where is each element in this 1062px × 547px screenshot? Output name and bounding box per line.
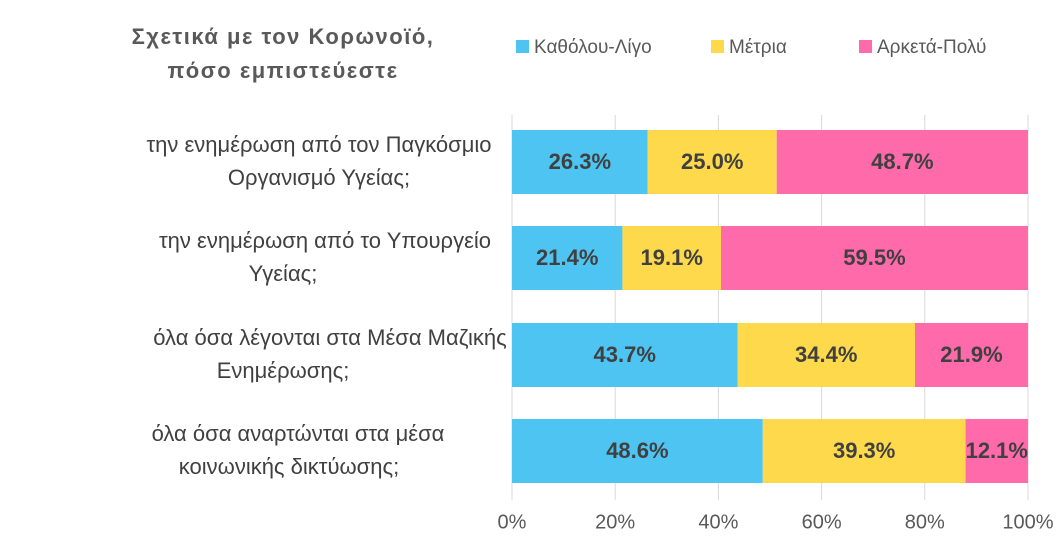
x-tick-label: 80% [905, 511, 945, 533]
legend-swatch [711, 40, 724, 53]
data-label: 21.9% [940, 342, 1002, 367]
category-label: Ενημέρωσης; [217, 358, 350, 383]
data-label: 48.7% [871, 149, 933, 174]
x-tick-label: 40% [698, 511, 738, 533]
legend-label: Καθόλου-Λίγο [534, 37, 652, 58]
bar-segment [512, 130, 648, 194]
data-label: 59.5% [843, 245, 905, 270]
data-label: 48.6% [606, 438, 668, 463]
bar-segment [512, 323, 738, 387]
legend-label: Αρκετά-Πολύ [877, 37, 986, 58]
bar-segment [762, 419, 966, 483]
bar-segment [737, 323, 915, 387]
bar-segment [965, 419, 1028, 483]
data-label: 12.1% [966, 438, 1028, 463]
x-tick-label: 20% [595, 511, 635, 533]
legend-swatch [859, 40, 872, 53]
data-label: 21.4% [536, 245, 598, 270]
data-label: 34.4% [795, 342, 857, 367]
x-tick-label: 100% [1002, 511, 1053, 533]
bar-segment [647, 130, 777, 194]
category-label: Οργανισμό Υγείας; [228, 165, 410, 190]
x-tick-label: 60% [802, 511, 842, 533]
data-label: 39.3% [833, 438, 895, 463]
chart-title: Σχετικά με τον Κορωνοϊό, [132, 24, 435, 49]
x-tick-label: 0% [498, 511, 527, 533]
bar-segment [512, 226, 623, 290]
bar-segment [914, 323, 1028, 387]
data-label: 25.0% [681, 149, 743, 174]
category-label: Υγείας; [249, 261, 318, 286]
chart-title: πόσο εμπιστεύεστε [167, 58, 398, 83]
category-label: κοινωνικής δικτύωσης; [179, 454, 399, 479]
legend-swatch [516, 40, 529, 53]
category-label: την ενημέρωση από το Υπουργείο [159, 228, 491, 253]
category-label: όλα όσα λέγονται στα Μέσα Μαζικής [153, 325, 507, 350]
legend-label: Μέτρια [729, 37, 787, 58]
category-label: την ενημέρωση από τον Παγκόσμιο [146, 132, 491, 157]
bar-segment [512, 419, 763, 483]
data-label: 26.3% [549, 149, 611, 174]
bar-segment [622, 226, 721, 290]
bar-segment [720, 226, 1028, 290]
bar-segment [776, 130, 1028, 194]
data-label: 43.7% [594, 342, 656, 367]
category-label: όλα όσα αναρτώνται στα μέσα [152, 421, 445, 446]
data-label: 19.1% [641, 245, 703, 270]
